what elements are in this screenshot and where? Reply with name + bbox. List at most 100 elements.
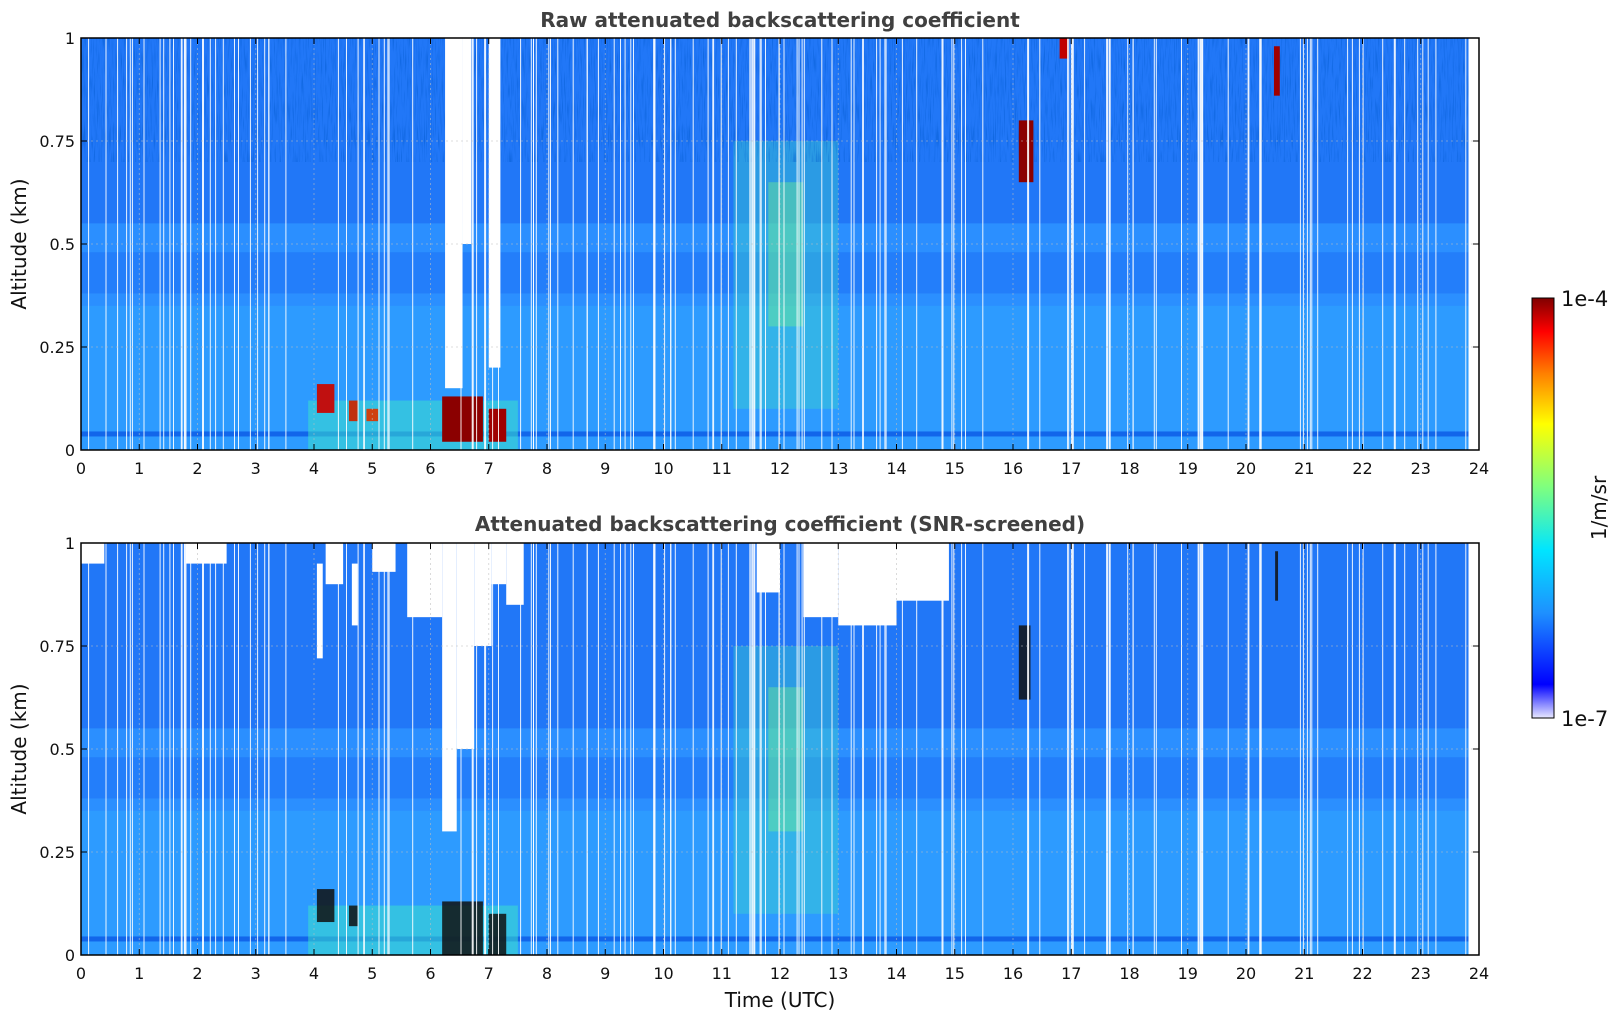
heatmap-gap-stripe bbox=[1084, 543, 1086, 955]
heatmap-gap-stripe bbox=[363, 38, 365, 450]
heatmap-gap-stripe bbox=[484, 38, 487, 450]
x-axis-label: Time (UTC) bbox=[724, 988, 836, 1012]
heatmap-gap-stripe bbox=[383, 38, 385, 450]
heatmap-gap-stripe bbox=[853, 543, 855, 955]
x-tick-label: 18 bbox=[1119, 459, 1139, 478]
heatmap-gap-stripe bbox=[548, 543, 550, 955]
heatmap-masked bbox=[896, 543, 949, 601]
heatmap-gap-stripe bbox=[357, 543, 359, 955]
colorbar-min-label: 1e-7 bbox=[1561, 707, 1608, 731]
heatmap-gap-stripe bbox=[613, 38, 615, 450]
heatmap-gap-stripe bbox=[1108, 543, 1111, 955]
heatmap-gap-stripe bbox=[357, 38, 359, 450]
heatmap-gap-stripe bbox=[630, 38, 632, 450]
heatmap-gap-stripe bbox=[388, 38, 390, 450]
heatmap-gap-stripe bbox=[1199, 543, 1202, 955]
heatmap-gap-stripe bbox=[533, 543, 534, 955]
heatmap-gap-stripe bbox=[1358, 543, 1360, 955]
heatmap-gap-stripe bbox=[388, 543, 390, 955]
heatmap-gap-stripe bbox=[884, 38, 886, 450]
heatmap-gap-stripe bbox=[1027, 543, 1030, 955]
heatmap-gap-stripe bbox=[778, 543, 780, 955]
heatmap-gap-stripe bbox=[215, 38, 217, 450]
heatmap-gap-stripe bbox=[183, 543, 185, 955]
heatmap-hotspot bbox=[348, 400, 358, 422]
heatmap-gap-stripe bbox=[163, 543, 165, 955]
heatmap-gap-stripe bbox=[143, 543, 145, 955]
heatmap-gap-stripe bbox=[759, 38, 761, 450]
heatmap-gap-stripe bbox=[285, 38, 287, 450]
heatmap-gap-stripe bbox=[1299, 543, 1301, 955]
heatmap-gap-stripe bbox=[1302, 543, 1304, 955]
heatmap-gap-stripe bbox=[173, 38, 174, 450]
heatmap-gap-stripe bbox=[783, 543, 785, 955]
x-tick-label: 14 bbox=[886, 459, 906, 478]
heatmap-gap-stripe bbox=[753, 38, 756, 450]
x-tick-label: 24 bbox=[1469, 964, 1489, 983]
heatmap-gap-stripe bbox=[630, 543, 632, 955]
heatmap-gap-stripe bbox=[484, 543, 487, 955]
x-tick-label: 15 bbox=[945, 964, 965, 983]
heatmap-masked bbox=[325, 543, 344, 585]
heatmap-gap-stripe bbox=[572, 38, 574, 450]
heatmap-gap-stripe bbox=[803, 38, 805, 450]
y-tick-label: 1 bbox=[65, 534, 75, 553]
y-axis-ticks: 0 0.25 0.5 0.75 1 bbox=[39, 534, 1479, 965]
x-tick-label: 20 bbox=[1236, 459, 1256, 478]
heatmap-gap-stripe bbox=[803, 543, 805, 955]
heatmap-gap-stripe bbox=[853, 38, 855, 450]
heatmap-plume-core bbox=[768, 687, 804, 832]
heatmap-gap-stripe bbox=[129, 543, 131, 955]
grid-lines bbox=[81, 543, 1479, 955]
heatmap-gap-stripe bbox=[1393, 38, 1396, 450]
y-tick-label: 0.5 bbox=[50, 235, 75, 254]
heatmap-gap-stripe bbox=[674, 38, 676, 450]
x-tick-label: 21 bbox=[1294, 459, 1314, 478]
y-tick-label: 0.75 bbox=[39, 637, 75, 656]
heatmap-gap-stripe bbox=[1027, 38, 1030, 450]
x-tick-label: 14 bbox=[886, 964, 906, 983]
x-tick-label: 21 bbox=[1294, 964, 1314, 983]
heatmap-plume-core bbox=[768, 182, 804, 327]
heatmap-gap-stripe bbox=[190, 38, 192, 450]
heatmap-gap-stripe bbox=[184, 543, 187, 955]
x-tick-label: 16 bbox=[1003, 459, 1023, 478]
x-tick-label: 13 bbox=[828, 964, 848, 983]
heatmap-gap-stripe bbox=[363, 38, 365, 450]
x-tick-label: 12 bbox=[770, 964, 790, 983]
heatmap-gap-stripe bbox=[674, 543, 676, 955]
heatmap-gap-stripe bbox=[498, 38, 499, 450]
heatmap-gap-stripe bbox=[222, 543, 224, 955]
heatmap-gap-stripe bbox=[884, 543, 886, 955]
heatmap-gap-stripe bbox=[727, 38, 729, 450]
heatmap-gap-stripe bbox=[498, 543, 499, 955]
heatmap-gap-stripe bbox=[1299, 38, 1301, 450]
y-axis-ticks: 0 0.25 0.5 0.75 1 bbox=[39, 29, 1479, 460]
x-tick-label: 6 bbox=[425, 964, 435, 983]
heatmap-saturated bbox=[1018, 625, 1031, 700]
x-tick-label: 23 bbox=[1411, 459, 1431, 478]
heatmap-gap-stripe bbox=[1108, 38, 1111, 450]
heatmap-gap-stripe bbox=[707, 543, 709, 955]
heatmap-gap-stripe bbox=[965, 543, 966, 955]
heatmap-gap-stripe bbox=[953, 543, 955, 955]
panel-title: Raw attenuated backscattering coefficien… bbox=[540, 8, 1020, 32]
heatmap-gap-stripe bbox=[234, 543, 235, 955]
heatmap-gap-stripe bbox=[159, 38, 161, 450]
colorbar-gradient bbox=[1531, 297, 1555, 719]
heatmap-saturated bbox=[488, 913, 507, 955]
y-tick-label: 0.25 bbox=[39, 338, 75, 357]
heatmap-gap-stripe bbox=[713, 543, 715, 955]
heatmap-gap-stripe bbox=[765, 38, 766, 450]
heatmap-gap-stripe bbox=[550, 543, 551, 955]
heatmap-gap-stripe bbox=[1309, 543, 1311, 955]
heatmap-gap-stripe bbox=[169, 543, 171, 955]
heatmap-gap-stripe bbox=[1132, 543, 1134, 955]
heatmap-gap-stripe bbox=[670, 38, 672, 450]
heatmap-gap-stripe bbox=[664, 38, 666, 450]
x-tick-label: 16 bbox=[1003, 964, 1023, 983]
heatmap-gap-stripe bbox=[664, 543, 666, 955]
heatmap-gap-stripe bbox=[953, 38, 955, 450]
heatmap-masked bbox=[185, 543, 227, 564]
heatmap-gap-stripe bbox=[285, 543, 287, 955]
